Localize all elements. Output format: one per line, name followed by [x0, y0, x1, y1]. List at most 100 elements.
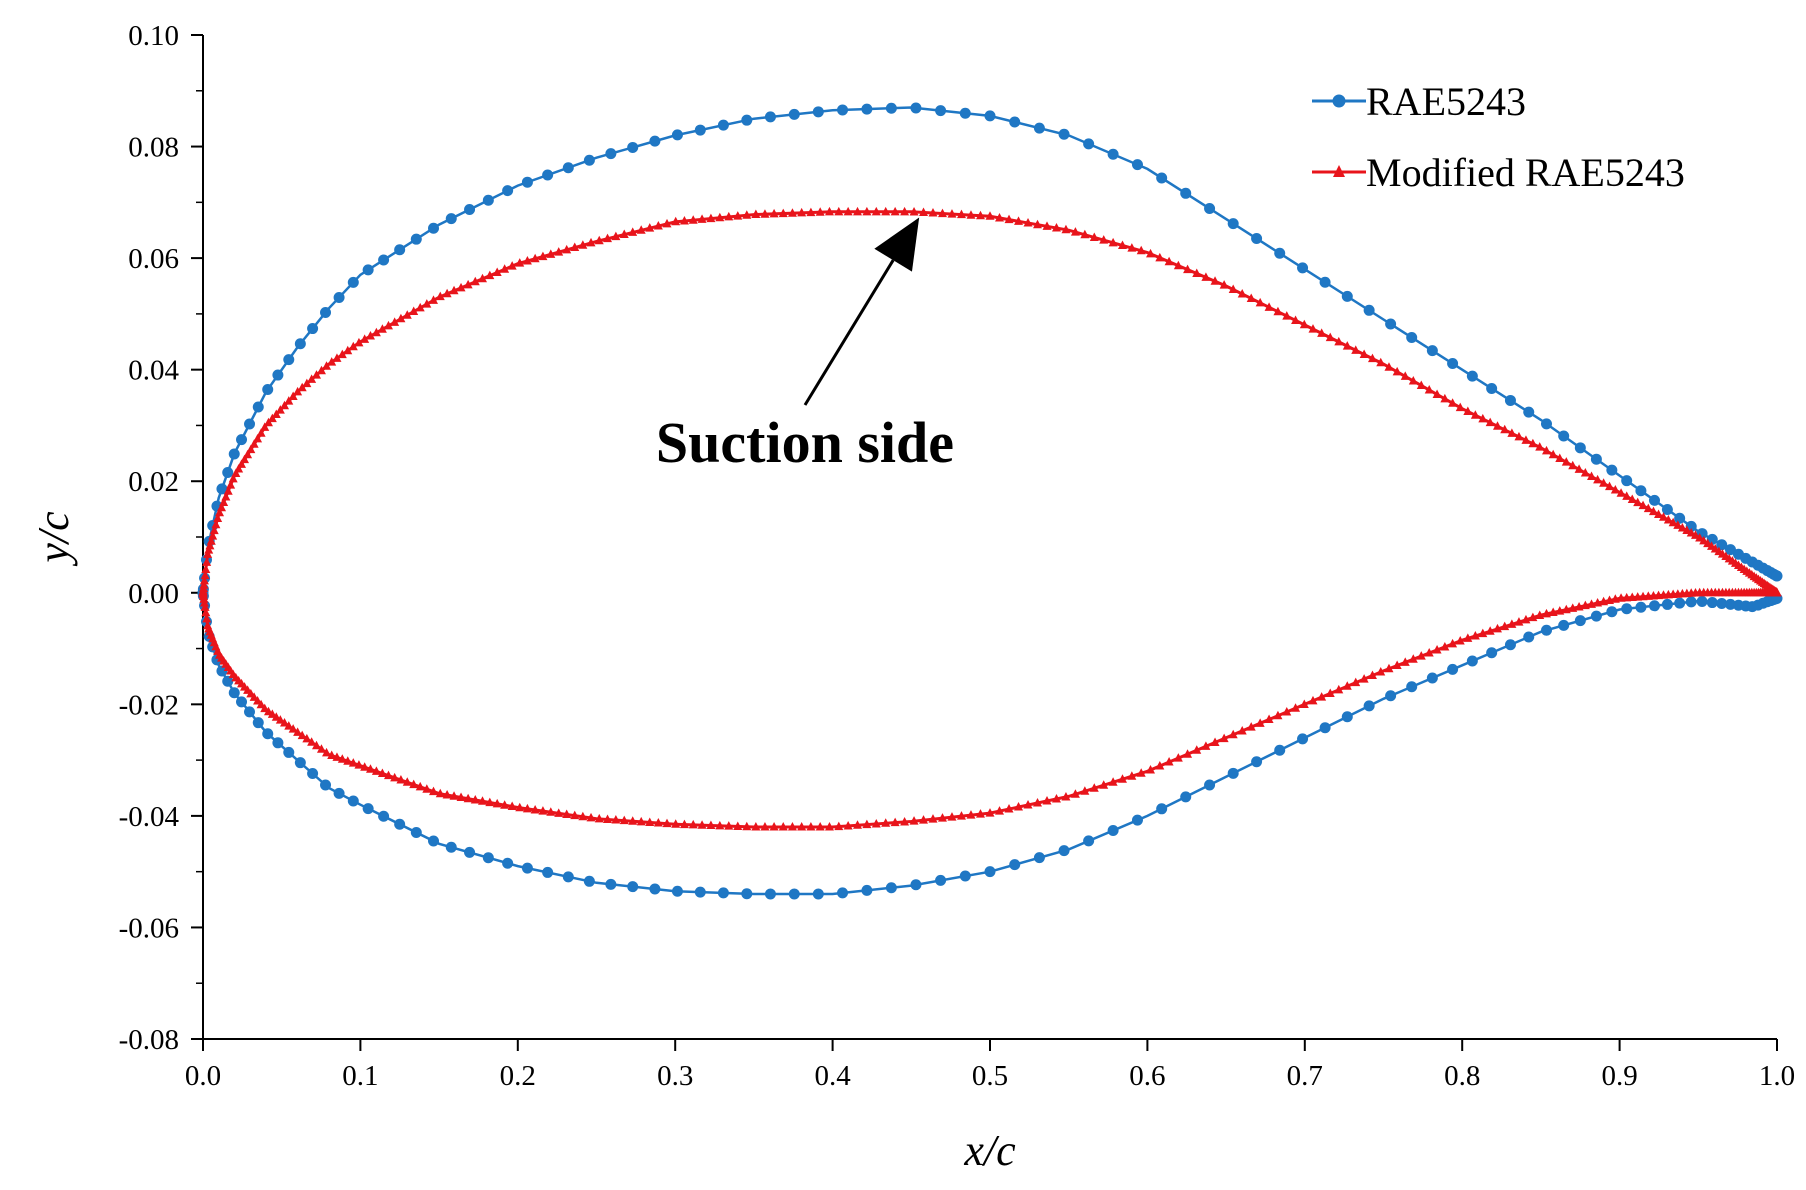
data-point [1400, 657, 1410, 666]
data-point [456, 792, 466, 801]
data-point [222, 675, 234, 687]
data-point [1521, 614, 1531, 624]
data-point [1504, 639, 1516, 651]
data-point [1117, 240, 1127, 249]
data-point [294, 757, 306, 769]
data-point [1466, 370, 1478, 382]
data-point [1282, 311, 1292, 320]
data-point [1541, 445, 1551, 455]
data-point [862, 206, 872, 216]
data-point [715, 212, 725, 222]
data-point [1127, 243, 1137, 252]
data-point [1308, 324, 1318, 333]
data-point [415, 781, 425, 791]
data-point [1192, 745, 1202, 754]
data-point [322, 361, 332, 370]
data-point [302, 378, 312, 388]
data-point [272, 737, 284, 749]
data-point [1237, 725, 1247, 735]
data-point [985, 211, 995, 220]
data-point [1201, 272, 1211, 281]
data-point [206, 536, 216, 545]
data-point [327, 357, 337, 366]
data-point [1264, 714, 1274, 724]
series-modified-rae5243 [198, 206, 1782, 831]
data-point [237, 459, 247, 468]
data-point [354, 337, 364, 347]
data-point [1246, 722, 1256, 731]
data-point [1319, 722, 1331, 734]
data-point [333, 787, 345, 799]
data-point [199, 575, 209, 585]
data-point [741, 888, 753, 900]
data-point [562, 162, 574, 174]
data-point [445, 213, 457, 225]
data-point [402, 310, 412, 319]
data-point [1440, 393, 1450, 403]
data-point [985, 808, 995, 817]
data-point [485, 270, 495, 280]
data-point [307, 737, 317, 746]
data-point [1080, 229, 1090, 239]
data-point [562, 244, 572, 254]
data-point [834, 206, 844, 216]
data-point [1447, 663, 1459, 675]
data-point [463, 793, 473, 803]
legend: RAE5243 Modified RAE5243 [1312, 79, 1685, 195]
data-point [1606, 606, 1618, 618]
data-point [570, 242, 580, 252]
data-point [1772, 587, 1782, 597]
data-point [1201, 741, 1211, 750]
data-point [1173, 753, 1183, 762]
data-point [717, 887, 729, 899]
data-point [694, 886, 706, 898]
data-point [521, 862, 533, 874]
data-point [343, 756, 353, 765]
data-point [861, 884, 873, 896]
data-point [956, 209, 966, 219]
data-point [1367, 670, 1377, 680]
data-point [1341, 290, 1353, 302]
data-point [1616, 488, 1626, 497]
x-tick-label: 0.0 [185, 1060, 221, 1092]
data-point [1724, 598, 1736, 610]
data-point [1023, 800, 1033, 809]
data-point [1661, 598, 1673, 610]
data-point [422, 299, 432, 308]
data-point [1251, 756, 1263, 768]
data-point [862, 819, 872, 829]
data-point [378, 254, 390, 266]
annotation-arrow-shaft [803, 259, 895, 406]
data-point [538, 251, 548, 261]
data-point [769, 208, 779, 218]
x-tick-label: 1.0 [1759, 1060, 1795, 1092]
data-point [1219, 280, 1229, 289]
data-point [764, 111, 776, 123]
data-point [320, 307, 332, 319]
x-axis-title: x/c [963, 1126, 1016, 1175]
data-point [449, 791, 459, 800]
data-point [1463, 406, 1473, 416]
data-point [485, 797, 495, 807]
data-point [478, 273, 488, 283]
data-point [228, 448, 240, 460]
data-point [1558, 430, 1570, 442]
data-point [885, 882, 897, 894]
data-point [812, 106, 824, 118]
data-point [1643, 503, 1653, 513]
data-point [1051, 223, 1061, 232]
data-point [611, 231, 621, 241]
data-point [1406, 331, 1418, 343]
data-point [429, 786, 439, 796]
data-point [834, 821, 844, 831]
data-point [1099, 235, 1109, 244]
tick-labels: 0.0 0.1 0.2 0.3 0.4 0.5 0.6 0.7 0.8 0.9 1.0 0.10 0.0… [119, 20, 1796, 1092]
data-point [445, 841, 457, 853]
x-tick-label: 0.4 [814, 1060, 851, 1092]
data-point [1654, 509, 1664, 518]
data-point [995, 212, 1005, 222]
data-point [240, 454, 250, 464]
data-point [554, 808, 564, 817]
data-point [1210, 737, 1220, 747]
data-point [947, 812, 957, 821]
